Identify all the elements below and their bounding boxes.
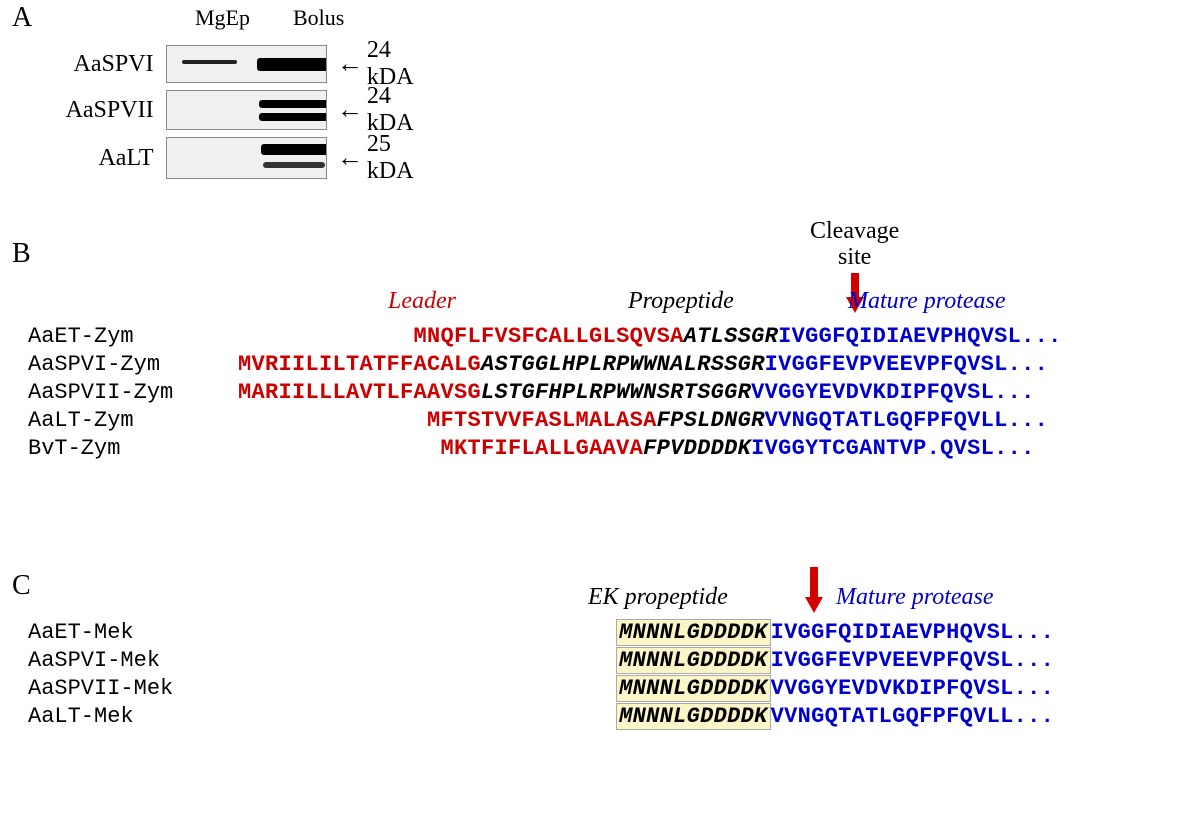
blot-image-0 [166, 45, 327, 83]
mature-b0: IVGGFQIDIAEVPHQVSL... [778, 324, 1062, 349]
leader-b1: MVRIILILTATFFACALG [238, 352, 481, 377]
propep-b2: LSTGFHPLRPWWNSRTSGGR [481, 380, 751, 405]
blot-name-1: AaSPVII [35, 97, 166, 124]
blot-row-1: AaSPVII 24 kDA [35, 83, 436, 137]
mature-b2: VVGGYEVDVKDIPFQVSL... [751, 380, 1035, 405]
blot-row-2: AaLT 25 kDA [35, 131, 436, 185]
mature-b1: IVGGFEVPVEEVPFQVSL... [765, 352, 1049, 377]
arrow-group-1: 24 kDA [337, 83, 436, 137]
seq-name-b3: AaLT-Zym [28, 408, 238, 433]
panel-c-section: EK propeptide Mature protease AaET-Mek M… [28, 580, 1054, 732]
seq-row-b3: AaLT-Zym MFTSTVVFASLMALASAFPSLDNGRVVNGQT… [28, 408, 1062, 434]
seq-row-b1: AaSPVI-Zym MVRIILILTATFFACALGASTGGLHPLRP… [28, 352, 1062, 378]
seq-row-c2: AaSPVII-Mek MNNNLGDDDDKVVGGYEVDVKDIPFQVS… [28, 676, 1054, 702]
ek-c2: MNNNLGDDDDK [616, 675, 771, 702]
blot-image-2 [166, 137, 327, 179]
pad-b4 [238, 436, 441, 461]
propep-b3: FPSLDNGR [657, 408, 765, 433]
pad-b0 [238, 324, 414, 349]
arrow-icon [337, 95, 363, 125]
ek-c3: MNNNLGDDDDK [616, 703, 771, 730]
arrow-icon [337, 143, 363, 173]
header-mature-b: Mature protease [848, 288, 1006, 315]
leader-b0: MNQFLFVSFCALLGLSQVSA [414, 324, 684, 349]
header-mature-c: Mature protease [836, 584, 994, 611]
seq-row-c0: AaET-Mek MNNNLGDDDDKIVGGFQIDIAEVPHQVSL..… [28, 620, 1054, 646]
seq-row-b0: AaET-Zym MNQFLFVSFCALLGLSQVSAATLSSGRIVGG… [28, 324, 1062, 350]
mature-c3: VVNGQTATLGQFPFQVLL... [771, 704, 1055, 729]
seq-name-c1: AaSPVI-Mek [28, 648, 238, 673]
blot-name-2: AaLT [35, 145, 166, 172]
seq-name-b4: BvT-Zym [28, 436, 238, 461]
header-propeptide: Propeptide [628, 288, 734, 315]
seq-row-b2: AaSPVII-Zym MARIILLLAVTLFAAVSGLSTGFHPLRP… [28, 380, 1062, 406]
mature-c2: VVGGYEVDVKDIPFQVSL... [771, 676, 1055, 701]
propep-b1: ASTGGLHPLRPWWNALRSSGR [481, 352, 765, 377]
col-header-mgep: MgEp [195, 5, 250, 31]
cleavage-text-b: Cleavagesite [810, 218, 899, 271]
seq-name-c0: AaET-Mek [28, 620, 238, 645]
seq-name-b1: AaSPVI-Zym [28, 352, 238, 377]
pad-b3 [238, 408, 427, 433]
mature-b3: VVNGQTATLGQFPFQVLL... [765, 408, 1049, 433]
leader-b2: MARIILLLAVTLFAAVSG [238, 380, 481, 405]
seq-name-c3: AaLT-Mek [28, 704, 238, 729]
propep-b4: FPVDDDDK [643, 436, 751, 461]
mature-c0: IVGGFQIDIAEVPHQVSL... [771, 620, 1055, 645]
leader-b3: MFTSTVVFASLMALASA [427, 408, 657, 433]
col-header-bolus: Bolus [293, 5, 344, 31]
mature-b4: IVGGYTCGANTVP.QVSL... [751, 436, 1035, 461]
panel-b-label: B [12, 238, 31, 270]
weight-2: 25 kDA [367, 131, 436, 185]
seq-row-c1: AaSPVI-Mek MNNNLGDDDDKIVGGFEVPVEEVPFQVSL… [28, 648, 1054, 674]
seq-row-c3: AaLT-Mek MNNNLGDDDDKVVNGQTATLGQFPFQVLL..… [28, 704, 1054, 730]
weight-1: 24 kDA [367, 83, 436, 137]
panel-a-label: A [12, 2, 32, 34]
ek-c0: MNNNLGDDDDK [616, 619, 771, 646]
header-leader: Leader [388, 288, 456, 315]
header-ek: EK propeptide [588, 584, 728, 611]
ek-c1: MNNNLGDDDDK [616, 647, 771, 674]
arrow-group-2: 25 kDA [337, 131, 436, 185]
panel-b-section: Leader Propeptide Mature protease AaET-Z… [28, 280, 1062, 464]
seq-name-b2: AaSPVII-Zym [28, 380, 238, 405]
leader-b4: MKTFIFLALLGAAVA [441, 436, 644, 461]
seq-name-b0: AaET-Zym [28, 324, 238, 349]
blot-name-0: AaSPVI [35, 51, 166, 78]
seq-row-b4: BvT-Zym MKTFIFLALLGAAVAFPVDDDDKIVGGYTCGA… [28, 436, 1062, 462]
propep-b0: ATLSSGR [684, 324, 779, 349]
blot-image-1 [166, 90, 327, 130]
seq-name-c2: AaSPVII-Mek [28, 676, 238, 701]
arrow-icon [337, 49, 363, 79]
mature-c1: IVGGFEVPVEEVPFQVSL... [771, 648, 1055, 673]
